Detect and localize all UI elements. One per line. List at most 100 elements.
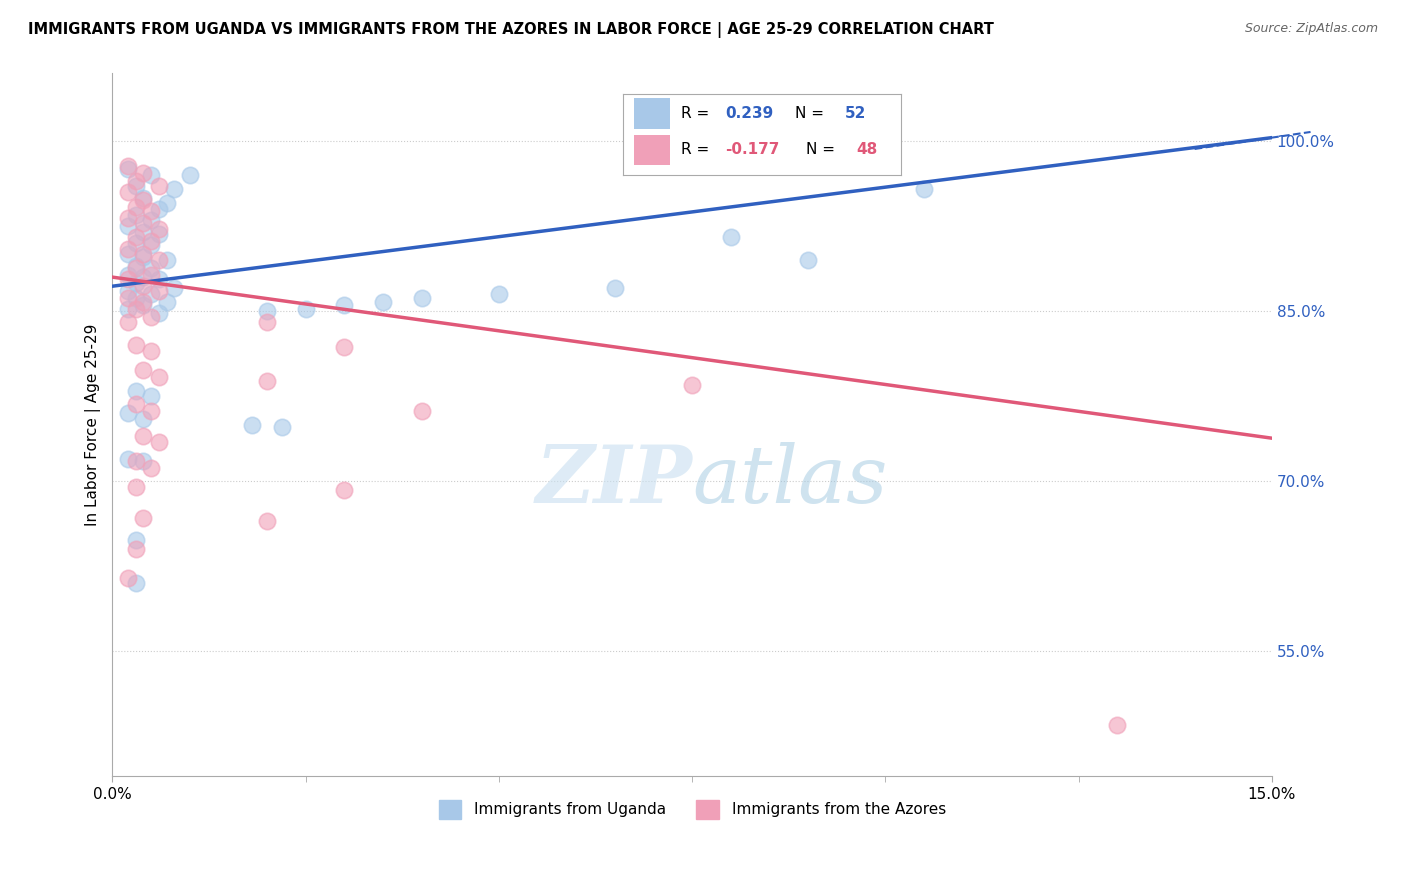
- Point: [132, 191, 155, 205]
- Point: [179, 168, 201, 182]
- Point: [294, 301, 316, 316]
- Point: [132, 279, 155, 293]
- Point: [132, 225, 155, 239]
- Point: [148, 179, 170, 194]
- Point: [117, 284, 139, 298]
- Point: [132, 429, 155, 443]
- Point: [148, 253, 170, 268]
- Point: [117, 211, 139, 226]
- Point: [124, 174, 146, 188]
- Legend: Immigrants from Uganda, Immigrants from the Azores: Immigrants from Uganda, Immigrants from …: [433, 794, 952, 825]
- Point: [132, 363, 155, 377]
- Point: [148, 272, 170, 286]
- Point: [124, 338, 146, 352]
- Point: [124, 576, 146, 591]
- Point: [132, 193, 155, 207]
- Point: [256, 375, 278, 389]
- Point: [117, 242, 139, 256]
- Point: [139, 213, 162, 227]
- Point: [333, 298, 356, 312]
- Point: [124, 454, 146, 468]
- Point: [603, 281, 626, 295]
- Point: [117, 159, 139, 173]
- Point: [411, 404, 433, 418]
- Point: [148, 227, 170, 241]
- Point: [333, 341, 356, 355]
- Text: atlas: atlas: [692, 442, 887, 519]
- Text: ZIP: ZIP: [536, 442, 692, 519]
- Point: [333, 483, 356, 498]
- Point: [132, 270, 155, 285]
- Point: [124, 208, 146, 222]
- Point: [124, 200, 146, 214]
- Point: [139, 268, 162, 282]
- Point: [797, 253, 820, 268]
- Point: [132, 298, 155, 312]
- Point: [148, 370, 170, 384]
- Point: [117, 451, 139, 466]
- Point: [132, 166, 155, 180]
- Point: [155, 196, 177, 211]
- Point: [124, 533, 146, 548]
- Point: [117, 316, 139, 330]
- Point: [139, 238, 162, 252]
- Point: [124, 276, 146, 290]
- Point: [148, 222, 170, 236]
- Point: [132, 454, 155, 468]
- Point: [681, 377, 703, 392]
- Point: [117, 185, 139, 199]
- Y-axis label: In Labor Force | Age 25-29: In Labor Force | Age 25-29: [86, 324, 101, 525]
- Point: [117, 219, 139, 233]
- Point: [124, 261, 146, 276]
- Point: [117, 162, 139, 177]
- Point: [256, 514, 278, 528]
- Point: [720, 230, 742, 244]
- Point: [132, 412, 155, 426]
- Point: [139, 204, 162, 219]
- Point: [132, 510, 155, 524]
- Point: [124, 179, 146, 194]
- Point: [124, 259, 146, 273]
- Point: [124, 384, 146, 398]
- Point: [240, 417, 263, 432]
- Text: IMMIGRANTS FROM UGANDA VS IMMIGRANTS FROM THE AZORES IN LABOR FORCE | AGE 25-29 : IMMIGRANTS FROM UGANDA VS IMMIGRANTS FRO…: [28, 22, 994, 38]
- Point: [117, 268, 139, 282]
- Point: [148, 284, 170, 298]
- Point: [132, 250, 155, 264]
- Point: [124, 291, 146, 305]
- Point: [271, 420, 294, 434]
- Point: [117, 406, 139, 420]
- Point: [117, 247, 139, 261]
- Point: [132, 247, 155, 261]
- Point: [148, 306, 170, 320]
- Point: [163, 281, 186, 295]
- Point: [1107, 718, 1129, 732]
- Point: [124, 301, 146, 316]
- Point: [124, 397, 146, 411]
- Point: [139, 287, 162, 301]
- Point: [132, 295, 155, 310]
- Point: [139, 310, 162, 324]
- Point: [132, 216, 155, 230]
- Point: [139, 343, 162, 358]
- Point: [155, 253, 177, 268]
- Point: [117, 272, 139, 286]
- Point: [411, 291, 433, 305]
- Point: [371, 295, 394, 310]
- Point: [117, 291, 139, 305]
- Point: [256, 304, 278, 318]
- Point: [163, 182, 186, 196]
- Point: [139, 389, 162, 403]
- Point: [912, 182, 935, 196]
- Point: [124, 542, 146, 557]
- Point: [256, 316, 278, 330]
- Point: [139, 261, 162, 276]
- Point: [124, 230, 146, 244]
- Point: [139, 460, 162, 475]
- Point: [139, 404, 162, 418]
- Point: [155, 295, 177, 310]
- Point: [117, 301, 139, 316]
- Point: [117, 571, 139, 585]
- Point: [488, 287, 510, 301]
- Point: [124, 236, 146, 251]
